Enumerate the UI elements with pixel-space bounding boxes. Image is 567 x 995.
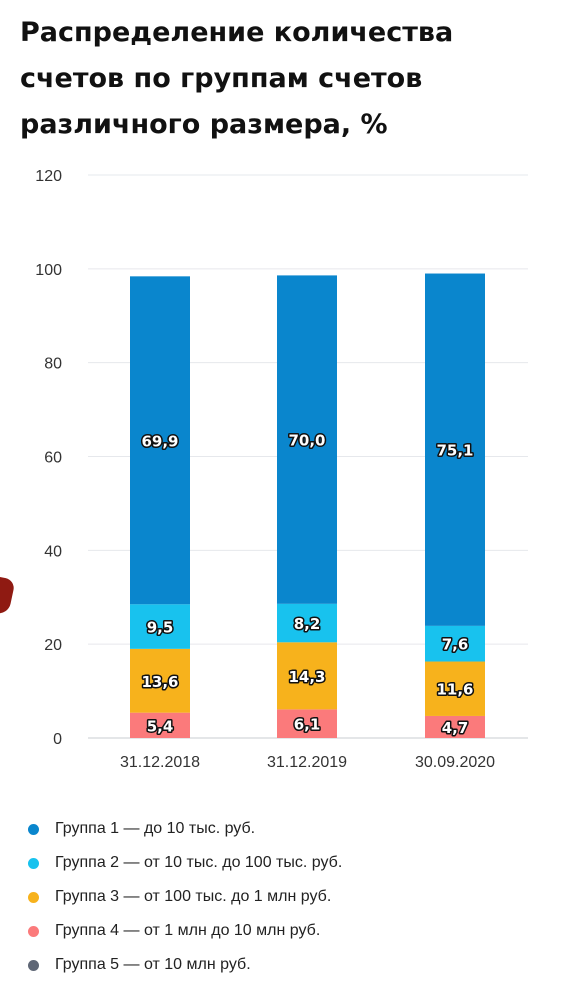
stacked-bar-chart: 0 20 40 60 80 100 120 5,4 13,6 9,5 69,9 31.12.2018 6… [35, 168, 528, 771]
legend-label: Группа 5 — от 10 млн руб. [55, 956, 251, 973]
data-label: 5,4 [147, 717, 174, 735]
data-label: 11,6 [436, 681, 473, 699]
legend-marker [28, 959, 39, 971]
chart-title: Распределение количества счетов по групп… [20, 17, 454, 140]
x-tick-label: 30.09.2020 [415, 754, 495, 771]
bar-segment [130, 604, 190, 649]
bar-segment [130, 712, 190, 738]
y-tick-label: 80 [44, 356, 62, 373]
chart-legend: Группа 1 — до 10 тыс. руб. Группа 2 — от … [28, 812, 342, 982]
y-tick-label: 40 [44, 543, 62, 560]
data-label: 7,6 [442, 636, 469, 654]
y-tick-label: 0 [53, 731, 62, 748]
bar-segment [277, 642, 337, 710]
legend-marker [28, 823, 39, 835]
data-label: 70,0 [288, 432, 325, 450]
legend-item: Группа 5 — от 10 млн руб. [28, 948, 342, 982]
bar-segment [425, 661, 485, 716]
data-label: 13,6 [141, 673, 178, 691]
bar-segment [277, 709, 337, 738]
x-tick-label: 31.12.2018 [120, 754, 200, 771]
data-label: 69,9 [141, 432, 178, 450]
bar-segment [277, 603, 337, 643]
bar-segment [130, 276, 190, 605]
y-tick-label: 100 [35, 262, 62, 279]
legend-marker [28, 891, 39, 903]
bar-segment [425, 715, 485, 738]
legend-marker [28, 857, 39, 869]
legend-label: Группа 2 — от 10 тыс. до 100 тыс. руб. [55, 854, 343, 871]
y-tick-label: 120 [35, 168, 62, 185]
data-label: 4,7 [442, 719, 469, 737]
data-label: 6,1 [294, 716, 321, 734]
legend-item: Группа 2 — от 10 тыс. до 100 тыс. руб. [28, 846, 342, 880]
legend-label: Группа 4 — от 1 млн до 10 млн руб. [55, 922, 321, 939]
bar-segment [130, 648, 190, 713]
data-label: 8,2 [294, 615, 321, 633]
y-tick-label: 60 [44, 450, 62, 467]
bar-segment [425, 273, 485, 626]
legend-label: Группа 1 — до 10 тыс. руб. [55, 820, 256, 837]
legend-item: Группа 3 — от 100 тыс. до 1 млн руб. [28, 880, 342, 914]
legend-marker [28, 925, 39, 937]
legend-item: Группа 1 — до 10 тыс. руб. [28, 812, 342, 846]
legend-label: Группа 3 — от 100 тыс. до 1 млн руб. [55, 888, 332, 905]
y-tick-label: 20 [44, 637, 62, 654]
data-label: 14,3 [288, 668, 325, 686]
data-label: 9,5 [147, 619, 174, 637]
x-tick-label: 31.12.2019 [267, 754, 347, 771]
bar-segment [425, 625, 485, 662]
data-label: 75,1 [436, 442, 473, 460]
legend-item: Группа 4 — от 1 млн до 10 млн руб. [28, 914, 342, 948]
bar-segment [277, 275, 337, 604]
